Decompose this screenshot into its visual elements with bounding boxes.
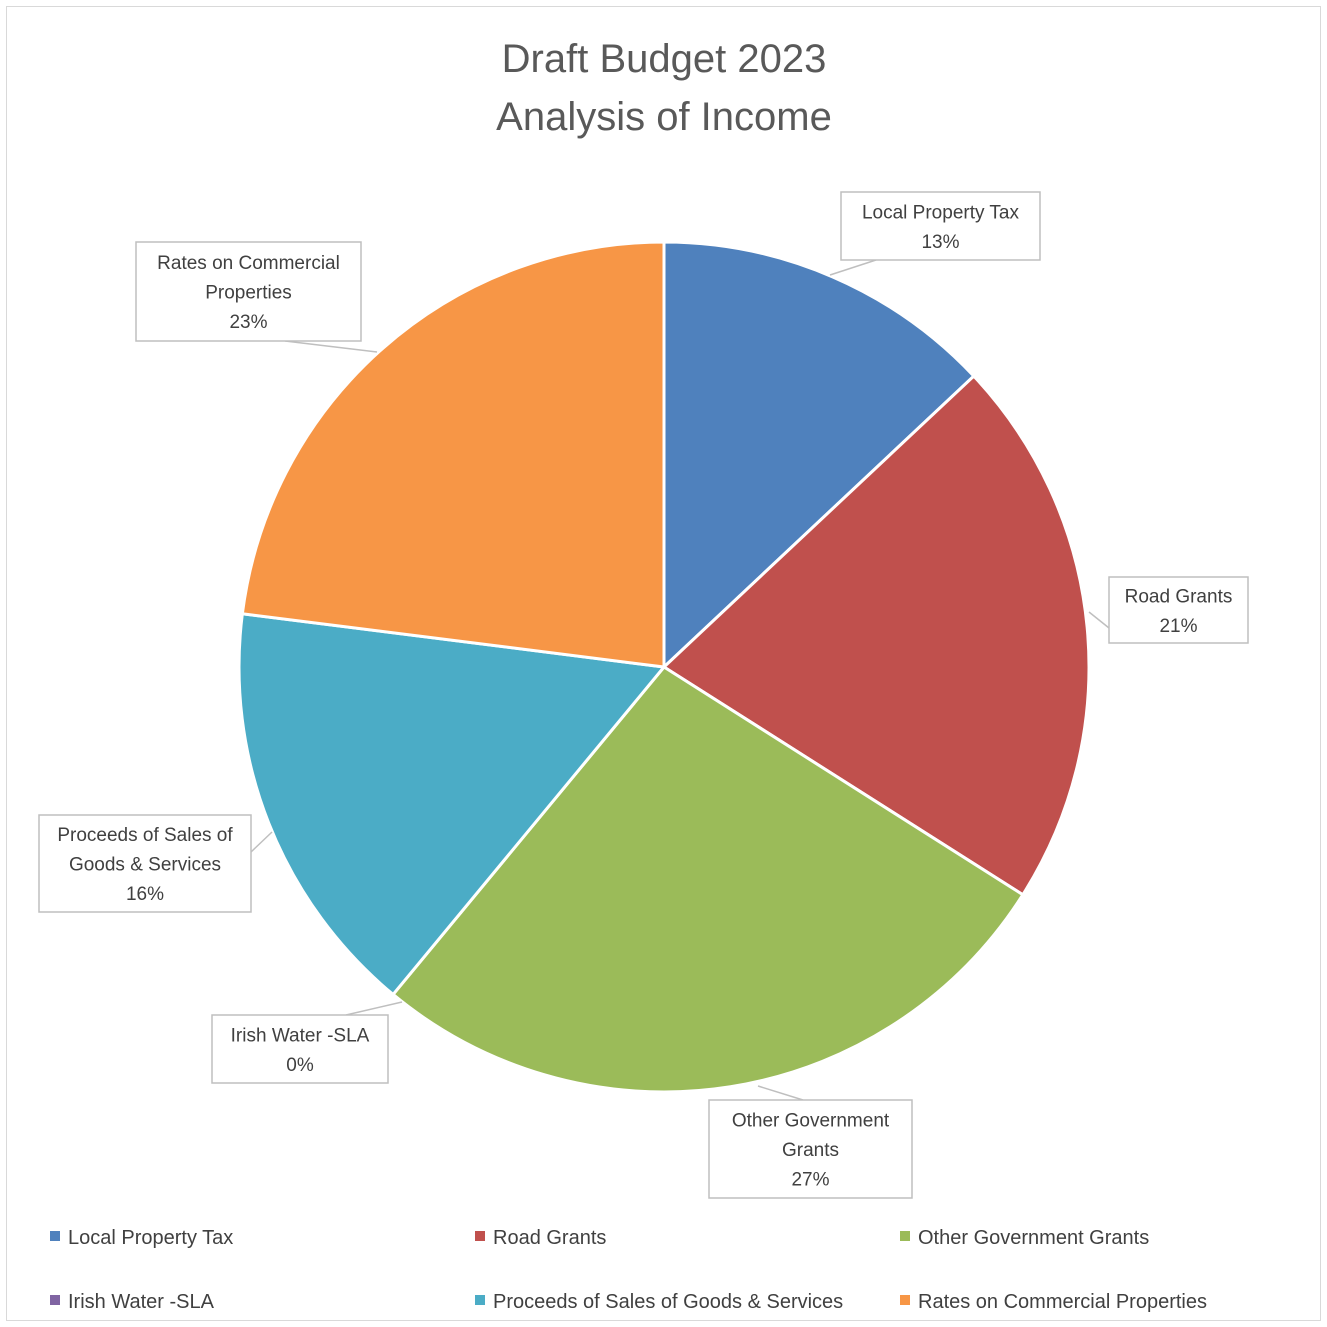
data-label-percent: 23% (229, 312, 267, 333)
legend-swatch (475, 1231, 485, 1241)
legend-label: Irish Water -SLA (68, 1291, 215, 1313)
leader-line-local-property-tax (829, 259, 877, 276)
pie-slices (237, 240, 1091, 1094)
legend-label: Rates on Commercial Properties (918, 1291, 1207, 1313)
data-label-category: Local Property Tax (862, 202, 1020, 223)
data-label-percent: 27% (791, 1170, 829, 1191)
chart-title: Draft Budget 2023 Analysis of Income (496, 37, 832, 139)
callout-box (840, 191, 1041, 261)
data-label-category: Proceeds of Sales of (57, 825, 233, 846)
data-label-category: Grants (782, 1140, 839, 1161)
callout-other-government-grants: Other Government Grants 27% (708, 1099, 913, 1199)
pie-slice-road-grants (662, 374, 1091, 897)
leader-line-rates-on-commercial-properties (284, 340, 378, 353)
legend: Local Property Tax Road Grants Other Gover… (50, 1227, 1207, 1313)
pie-slice-proceeds-of-sales-of-goods-services (237, 612, 666, 996)
data-label-category: Properties (205, 283, 292, 304)
legend-swatch (475, 1295, 485, 1305)
callout-local-property-tax: Local Property Tax 13% (840, 191, 1041, 261)
callout-box (38, 814, 252, 913)
legend-swatch (900, 1231, 910, 1241)
data-label-category: Rates on Commercial (157, 253, 340, 274)
legend-item-road-grants: Road Grants (475, 1227, 606, 1249)
leader-line-proceeds-of-sales-of-goods-services (250, 831, 273, 853)
legend-label: Other Government Grants (918, 1227, 1149, 1249)
legend-label: Local Property Tax (68, 1227, 233, 1249)
callout-rates-on-commercial-properties: Rates on Commercial Properties 23% (135, 241, 362, 342)
callout-box (135, 241, 362, 342)
callout-box (708, 1099, 913, 1199)
pie-slice-local-property-tax (662, 240, 976, 669)
legend-swatch (50, 1231, 60, 1241)
pie-slice-other-government-grants (391, 665, 1025, 1094)
data-label-percent: 13% (921, 232, 959, 253)
leader-line-other-government-grants (757, 1085, 804, 1101)
legend-swatch (900, 1295, 910, 1305)
legend-item-proceeds-of-sales-of-goods-services: Proceeds of Sales of Goods & Services (475, 1291, 843, 1313)
callout-road-grants: Road Grants 21% (1108, 576, 1249, 644)
legend-label: Proceeds of Sales of Goods & Services (493, 1291, 843, 1313)
data-label-callouts: Local Property Tax 13% Road Grants 21% Other… (38, 191, 1249, 1199)
legend-item-irish-water-sla: Irish Water -SLA (50, 1291, 215, 1313)
legend-item-local-property-tax: Local Property Tax (50, 1227, 233, 1249)
callout-irish-water-sla: Irish Water -SLA 0% (211, 1014, 389, 1084)
legend-label: Road Grants (493, 1227, 606, 1249)
leader-line-irish-water-sla (345, 1001, 403, 1016)
legend-item-rates-on-commercial-properties: Rates on Commercial Properties (900, 1291, 1207, 1313)
chart-title-line-2: Analysis of Income (496, 95, 832, 139)
leader-line-road-grants (1088, 611, 1110, 629)
data-label-category: Irish Water -SLA (231, 1025, 370, 1046)
callout-proceeds-of-sales-of-goods-services: Proceeds of Sales of Goods & Services 16% (38, 814, 252, 913)
callout-box (1108, 576, 1249, 644)
data-label-percent: 16% (126, 884, 164, 905)
callout-box (211, 1014, 389, 1084)
chart-title-line-1: Draft Budget 2023 (502, 37, 827, 81)
data-label-category: Other Government (732, 1111, 890, 1132)
data-label-category: Goods & Services (69, 855, 221, 876)
data-label-percent: 21% (1159, 616, 1197, 637)
callout-leader-lines (250, 259, 1110, 1101)
data-label-percent: 0% (286, 1055, 314, 1076)
pie-slice-rates-on-commercial-properties (240, 240, 666, 669)
legend-swatch (50, 1295, 60, 1305)
legend-item-other-government-grants: Other Government Grants (900, 1227, 1149, 1249)
data-label-category: Road Grants (1125, 586, 1233, 607)
